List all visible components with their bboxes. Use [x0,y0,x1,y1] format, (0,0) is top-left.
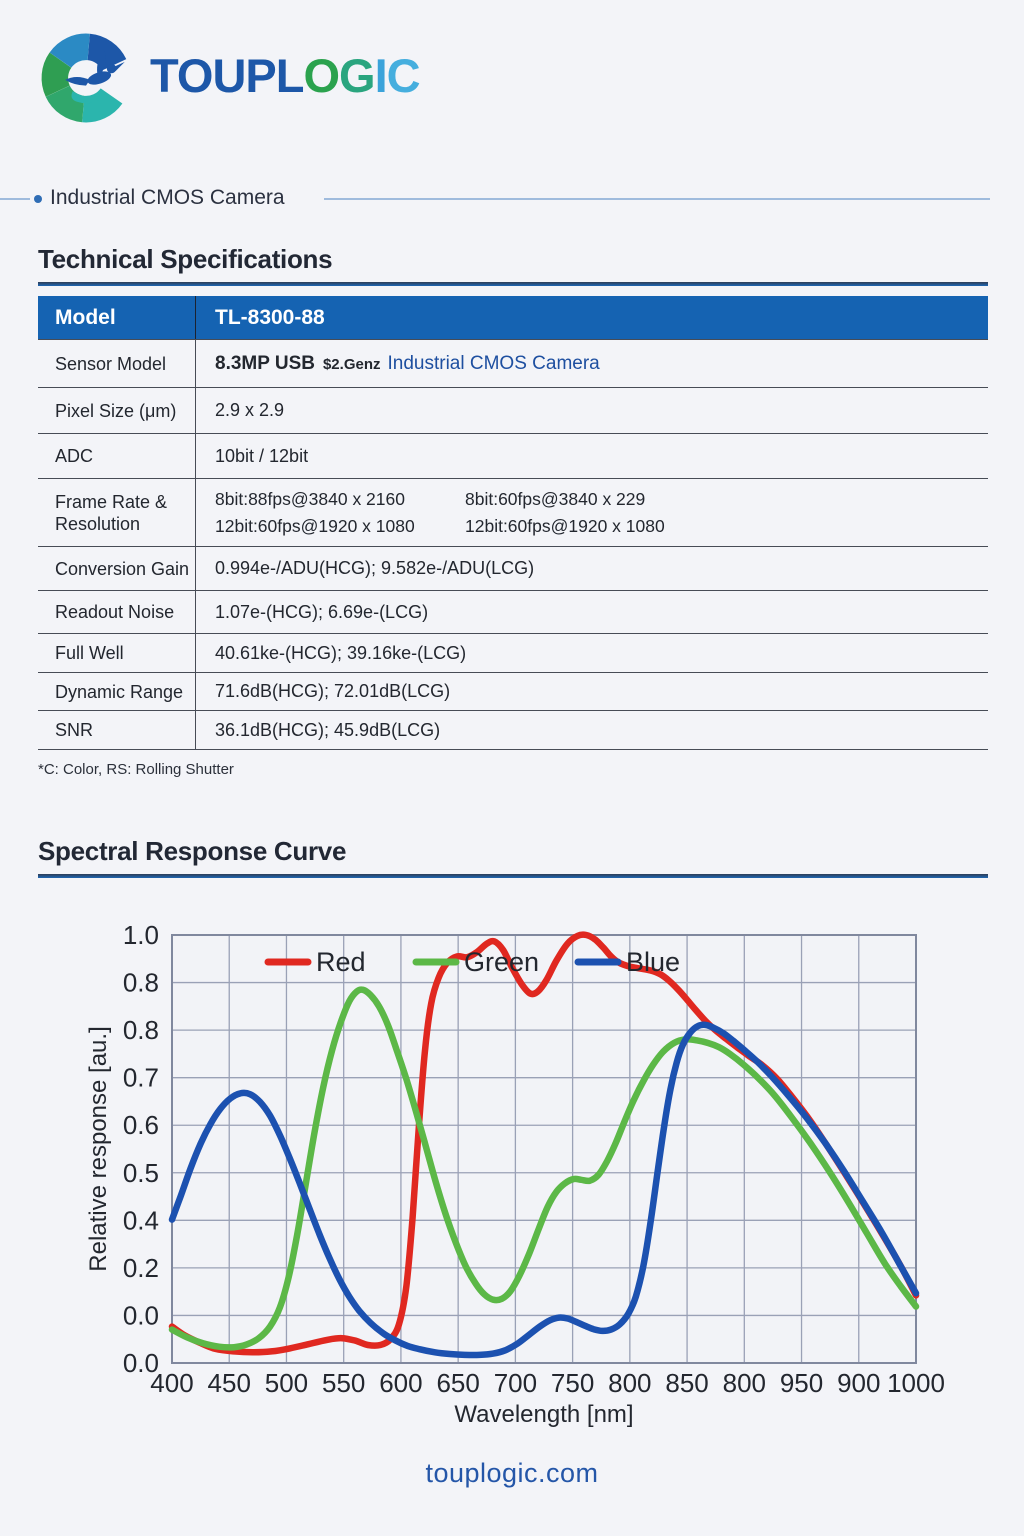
svg-text:Relative response [au.]: Relative response [au.] [85,1026,112,1271]
row-label: Readout Noise [38,591,196,633]
sensor-value-small: $2.Genz [322,356,381,373]
svg-text:750: 750 [551,1368,594,1398]
svg-text:0.0: 0.0 [123,1348,159,1378]
curve-title-underline [38,874,988,878]
wordmark-letter: P [245,49,276,102]
table-footnote: *C: Color, RS: Rolling Shutter [38,761,234,778]
svg-text:0.6: 0.6 [123,1110,159,1140]
row-value: 8bit:88fps@3840 x 2160 8bit:60fps@3840 x… [196,479,988,546]
series-blue-curve [168,1021,920,1359]
row-value: 8.3MP USB $2.Genz Industrial CMOS Camera [196,340,988,387]
wordmark-letter: L [275,49,305,102]
legend-red-label: Red [316,947,366,977]
curve-title: Spectral Response Curve [38,836,347,866]
table-row-full-well: Full Well 40.61ke-(HCG); 39.16ke-(LCG) [38,633,988,672]
row-value: 0.994e-/ADU(HCG); 9.582e-/ADU(LCG) [215,558,535,578]
curve-section: Spectral Response Curve [38,836,988,878]
row-label: Frame Rate & Resolution [38,479,196,546]
specs-title-underline [38,282,988,286]
svg-text:0.5: 0.5 [123,1158,159,1188]
specs-section: Technical Specifications Model TL-8300-8… [38,244,988,778]
wordmark-letter: O [176,49,214,102]
spec-table: Model TL-8300-88 Sensor Model 8.3MP USB … [38,296,988,750]
table-header-label: Model [38,296,196,339]
sensor-value-main: 8.3MP USB [215,352,315,374]
svg-text:400: 400 [150,1368,193,1398]
svg-text:700: 700 [494,1368,537,1398]
table-row-sensor-model: Sensor Model 8.3MP USB $2.Genz Industria… [38,339,988,387]
table-row-snr: SNR 36.1dB(HCG); 45.9dB(LCG) [38,710,988,749]
svg-text:850: 850 [665,1368,708,1398]
table-header-row: Model TL-8300-88 [38,296,988,339]
wordmark-letter: U [212,49,246,102]
row-label: Pixel Size (μm) [38,388,196,433]
row-value: 40.61ke-(HCG); 39.16ke-(LCG) [215,642,467,663]
legend-green-label: Green [464,947,539,977]
svg-text:600: 600 [379,1368,422,1398]
tagline-rule-left [0,198,30,200]
touplogic-logo-icon [41,33,127,123]
svg-text:Wavelength [nm]: Wavelength [nm] [454,1401,633,1428]
svg-text:550: 550 [322,1368,365,1398]
legend-blue-label: Blue [626,947,680,977]
row-label: Full Well [38,634,196,672]
row-value: 36.1dB(HCG); 45.9dB(LCG) [215,719,441,740]
table-row-adc: ADC 10bit / 12bit [38,433,988,478]
tagline-row: Industrial CMOS Camera [0,186,1024,212]
footer-url: touplogic.com [425,1458,599,1488]
table-row-dynamic-range: Dynamic Range 71.6dB(HCG); 72.01dB(LCG) [38,672,988,710]
tagline-text: Industrial CMOS Camera [50,186,285,209]
row-label: ADC [38,434,196,478]
row-value: 1.07e-(HCG); 6.69e-(LCG) [215,601,429,622]
svg-text:800: 800 [723,1368,766,1398]
row-label: Sensor Model [38,340,196,387]
row-value: 10bit / 12bit [215,445,309,466]
svg-text:450: 450 [208,1368,251,1398]
aperture-icon [41,33,127,123]
svg-text:0.4: 0.4 [123,1205,159,1235]
specs-title: Technical Specifications [38,244,333,274]
row-value: 71.6dB(HCG); 72.01dB(LCG) [215,681,451,701]
table-row-frame-rate: Frame Rate & Resolution 8bit:88fps@3840 … [38,478,988,546]
wordmark-letter: I [374,49,388,102]
row-label: SNR [38,711,196,749]
svg-text:1000: 1000 [887,1368,945,1398]
svg-text:650: 650 [436,1368,479,1398]
table-header-value: TL-8300-88 [215,305,325,329]
svg-text:0.8: 0.8 [123,968,159,998]
table-row-pixel-size: Pixel Size (μm) 2.9 x 2.9 [38,387,988,433]
wordmark-letter: O [303,49,340,102]
wordmark-letter: C [386,49,421,102]
svg-text:0.2: 0.2 [123,1253,159,1283]
row-label: Conversion Gain [38,547,196,590]
table-row-readout-noise: Readout Noise 1.07e-(HCG); 6.69e-(LCG) [38,590,988,633]
svg-text:500: 500 [265,1368,308,1398]
bullet-icon [34,195,42,203]
hummingbird-icon [65,51,125,104]
tagline-rule-right [324,198,990,200]
series-green-curve [168,986,920,1351]
frame-rate-value: 12bit:60fps@1920 x 1080 [215,516,415,536]
frame-rate-values: 8bit:88fps@3840 x 2160 8bit:60fps@3840 x… [215,486,665,539]
row-label: Dynamic Range [38,673,196,710]
frame-rate-value: 12bit:60fps@1920 x 1080 [465,516,665,536]
wordmark-letter: T [150,49,178,102]
svg-text:0.8: 0.8 [123,1015,159,1045]
svg-text:800: 800 [608,1368,651,1398]
svg-text:950: 950 [780,1368,823,1398]
frame-rate-value: 8bit:88fps@3840 x 2160 [215,489,405,509]
svg-text:0.7: 0.7 [123,1063,159,1093]
sensor-value-blue: Industrial CMOS Camera [387,352,600,374]
svg-text:1.0: 1.0 [123,920,159,950]
svg-text:900: 900 [837,1368,880,1398]
frame-rate-value: 8bit:60fps@3840 x 229 [465,489,646,509]
svg-text:0.0: 0.0 [123,1300,159,1330]
touplogic-wordmark: TOUPLOGIC [150,48,421,103]
row-value: 2.9 x 2.9 [215,400,285,420]
table-row-conversion-gain: Conversion Gain 0.994e-/ADU(HCG); 9.582e… [38,546,988,590]
wordmark-letter: G [339,49,376,102]
